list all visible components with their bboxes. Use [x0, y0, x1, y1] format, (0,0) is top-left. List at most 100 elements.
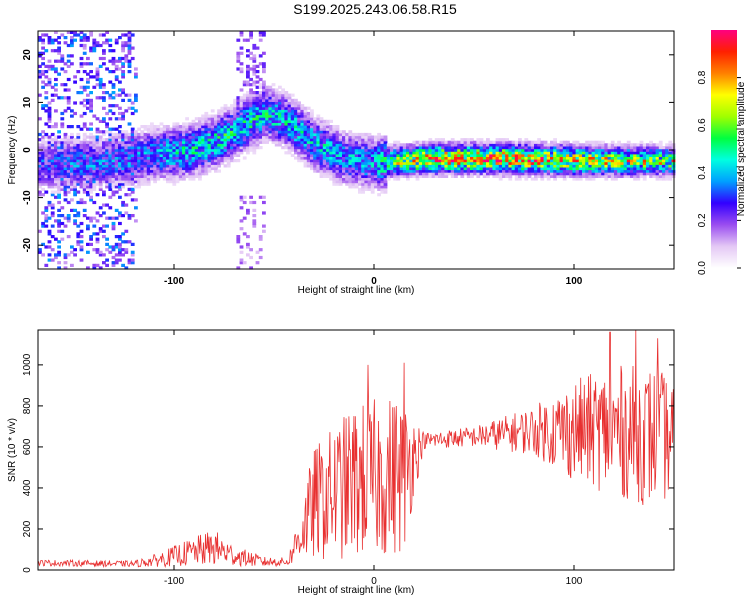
- spectrogram-cell: [636, 164, 641, 168]
- spectrogram-cell: [370, 174, 375, 178]
- spectrogram-cell: [153, 156, 157, 160]
- spectrogram-cell: [351, 164, 356, 168]
- spectrogram-cell: [63, 62, 68, 66]
- spectrogram-cell: [287, 96, 292, 100]
- spectrogram-cell: [220, 130, 225, 134]
- spectrogram-cell: [134, 169, 138, 173]
- spectrogram-cell: [402, 172, 407, 176]
- spectrogram-cell: [220, 111, 225, 116]
- spectrogram-cell: [134, 138, 138, 142]
- spectrogram-cell: [57, 96, 61, 100]
- spectrogram-cell: [348, 140, 353, 144]
- spectrogram-cell: [220, 127, 225, 131]
- spectrogram-cell: [249, 140, 253, 144]
- spectrogram-cell: [63, 96, 68, 100]
- spectrogram-cell: [422, 151, 426, 155]
- spectrogram-cell: [89, 75, 93, 79]
- spectrogram-cell: [473, 146, 477, 150]
- spectrogram-cell: [140, 153, 145, 157]
- spectrogram-cell: [447, 161, 452, 165]
- spectrogram-cell: [246, 104, 250, 108]
- spectrogram-cell: [95, 174, 100, 178]
- spectrogram-cell: [44, 208, 49, 212]
- spectrogram-cell: [438, 153, 442, 157]
- spectrogram-cell: [466, 159, 471, 163]
- spectrogram-cell: [92, 153, 97, 157]
- spectrogram-cell: [252, 93, 257, 97]
- spectrogram-cell: [38, 70, 42, 74]
- spectrogram-cell: [527, 169, 532, 173]
- spectrogram-cell: [310, 140, 314, 144]
- spectrogram-cell: [303, 148, 308, 152]
- spectrogram-cell: [313, 169, 317, 173]
- spectrogram-cell: [332, 177, 337, 181]
- spectrogram-cell: [118, 211, 122, 215]
- spectrogram-cell: [201, 146, 205, 150]
- spectrogram-cell: [92, 216, 97, 220]
- spectrogram-cell: [79, 56, 84, 61]
- spectrogram-cell: [102, 146, 106, 150]
- spectrogram-cell: [252, 117, 257, 121]
- spectrogram-cell: [569, 174, 573, 178]
- spectrogram-cell: [642, 172, 647, 176]
- spectrogram-cell: [546, 172, 551, 176]
- spectrogram-cell: [361, 190, 365, 194]
- spectrogram-cell: [620, 146, 625, 150]
- spectrogram-cell: [610, 146, 615, 150]
- spectrogram-cell: [127, 106, 132, 110]
- spectrogram-cell: [41, 174, 45, 178]
- spectrogram-cell: [383, 174, 388, 178]
- spectrogram-cell: [402, 148, 407, 152]
- spectrogram-cell: [434, 140, 439, 144]
- spectrogram-cell: [127, 166, 132, 171]
- spectrogram-cell: [121, 214, 125, 218]
- spectrogram-cell: [351, 140, 356, 144]
- spectrogram-cell: [246, 106, 250, 110]
- spectrogram-cell: [102, 224, 106, 228]
- spectrogram-cell: [50, 190, 55, 194]
- spectrogram-cell: [521, 161, 525, 165]
- spectrogram-cell: [89, 242, 93, 246]
- spectrogram-cell: [44, 156, 49, 160]
- spectrogram-cell: [60, 148, 65, 152]
- spectrogram-cell: [540, 156, 545, 160]
- spectrogram-cell: [130, 101, 135, 105]
- spectrogram-cell: [460, 138, 465, 142]
- spectrogram-cell: [316, 169, 321, 173]
- spectrogram-cell: [169, 153, 173, 157]
- spectrogram-cell: [130, 172, 135, 176]
- spectrogram-cell: [111, 70, 116, 74]
- spectrogram-cell: [92, 161, 97, 165]
- spectrogram-cell: [607, 161, 612, 165]
- spectrogram-cell: [649, 143, 653, 147]
- spectrogram-cell: [342, 153, 346, 157]
- spectrogram-cell: [274, 138, 279, 142]
- spectrogram-cell: [342, 138, 346, 142]
- spectrogram-cell: [649, 156, 653, 160]
- spectrogram-cell: [642, 143, 647, 147]
- spectrogram-cell: [598, 174, 602, 178]
- spectrogram-cell: [306, 117, 311, 121]
- spectrogram-cell: [98, 151, 103, 155]
- spectrogram-cell: [44, 177, 49, 181]
- spectrogram-cell: [428, 140, 433, 144]
- spectrogram-cell: [178, 164, 183, 168]
- spectrogram-cell: [207, 156, 212, 160]
- spectrogram-cell: [284, 101, 289, 105]
- spectrogram-cell: [364, 187, 369, 191]
- spectrogram-cell: [143, 177, 148, 181]
- spectrogram-cell: [306, 156, 311, 160]
- spectrogram-cell: [262, 119, 266, 123]
- spectrogram-cell: [249, 93, 253, 97]
- spectrogram-cell: [124, 153, 129, 157]
- spectrogram-cell: [274, 93, 279, 97]
- spectrogram-cell: [111, 135, 116, 139]
- spectrogram-cell: [287, 140, 292, 144]
- spectrogram-cell: [543, 148, 548, 152]
- spectrogram-cell: [620, 151, 625, 155]
- spectrogram-cell: [50, 49, 55, 53]
- spectrogram-cell: [345, 166, 349, 171]
- spectrogram-cell: [569, 172, 573, 176]
- spectrogram-cell: [130, 169, 135, 173]
- spectrogram-cell: [633, 177, 637, 181]
